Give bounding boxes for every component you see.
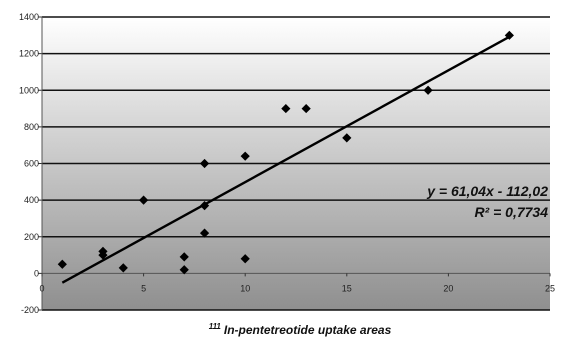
data-point — [139, 195, 149, 205]
trendline-group — [61, 35, 510, 284]
trendline — [61, 35, 510, 284]
data-point — [342, 133, 352, 143]
x-axis-title-text: In-pentetreotide uptake areas — [224, 323, 392, 337]
data-point — [240, 151, 250, 161]
r-squared-label: R² = 0,7734 — [474, 204, 548, 220]
y-tick-labels: -200 0 200 400 600 800 1000 1200 1400 — [19, 12, 39, 315]
x-tick-label: 10 — [240, 283, 250, 293]
data-point — [118, 263, 128, 273]
y-tick-label: 0 — [34, 268, 39, 278]
data-point — [301, 103, 311, 114]
data-point — [57, 259, 67, 269]
y-tick-label: 1400 — [19, 12, 39, 22]
y-tick-label: 600 — [24, 159, 39, 169]
y-tick-label: 400 — [24, 195, 39, 205]
axes — [38, 16, 551, 311]
data-point — [199, 228, 210, 238]
data-point — [504, 30, 514, 40]
data-point — [240, 254, 250, 264]
y-tick-label: -200 — [21, 305, 39, 315]
gridlines — [42, 16, 550, 311]
data-point — [423, 85, 433, 95]
x-tick-label: 5 — [141, 283, 146, 293]
y-tick-label: 800 — [24, 122, 39, 132]
y-tick-label: 200 — [24, 232, 39, 242]
equation-label: y = 61,04x - 112,02 — [426, 183, 548, 199]
x-axis-title: 111 In-pentetreotide uptake areas — [209, 322, 392, 337]
x-tick-label: 15 — [342, 283, 352, 293]
data-point — [179, 252, 189, 262]
data-point — [98, 246, 108, 256]
data-point — [199, 158, 210, 169]
x-tick-label: 20 — [443, 283, 453, 293]
x-tick-label: 25 — [545, 283, 555, 293]
x-tick-label: 0 — [39, 283, 44, 293]
x-axis-title-superscript: 111 — [209, 322, 222, 331]
data-point — [281, 103, 291, 114]
data-point — [179, 265, 189, 275]
y-tick-label: 1200 — [19, 49, 39, 59]
data-points — [57, 30, 514, 275]
x-tick-labels: 0 5 10 15 20 25 — [39, 283, 555, 293]
y-tick-label: 1000 — [19, 85, 39, 95]
data-point — [199, 201, 210, 211]
